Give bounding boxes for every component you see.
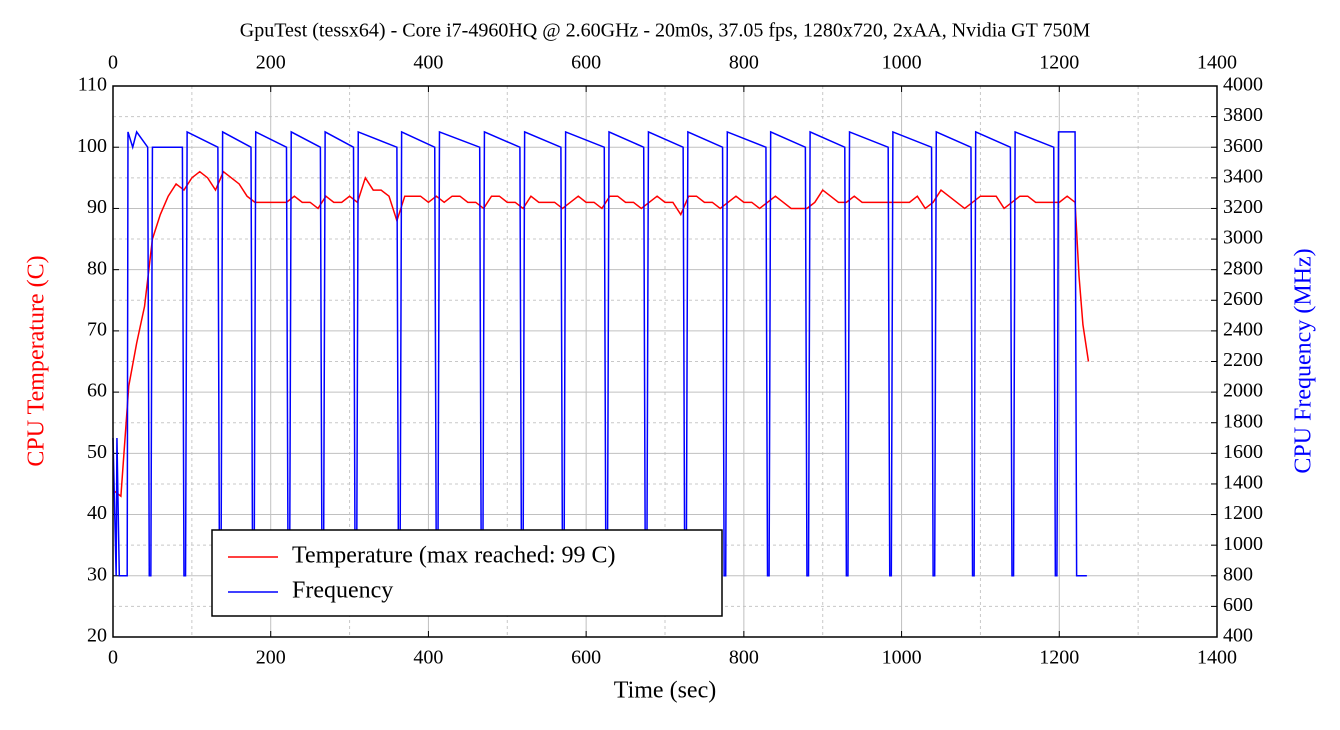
y2-tick-label: 3200 — [1223, 196, 1263, 218]
y2-tick-label: 2400 — [1223, 318, 1263, 340]
x-tick-label: 600 — [571, 647, 601, 669]
x-top-tick-label: 1000 — [882, 52, 922, 74]
x-top-tick-label: 800 — [729, 52, 759, 74]
legend-label: Temperature (max reached: 99 C) — [292, 543, 616, 569]
y2-tick-label: 2200 — [1223, 349, 1263, 371]
x-top-tick-label: 400 — [413, 52, 443, 74]
y-tick-label: 60 — [87, 380, 107, 402]
x-top-tick-label: 200 — [256, 52, 286, 74]
legend-label: Frequency — [292, 578, 393, 604]
x-tick-label: 400 — [413, 647, 443, 669]
y-tick-label: 20 — [87, 625, 107, 647]
y-tick-label: 90 — [87, 196, 107, 218]
y-tick-label: 70 — [87, 318, 107, 340]
x-tick-label: 1400 — [1197, 647, 1237, 669]
y2-axis-label: CPU Frequency (MHz) — [1291, 248, 1317, 473]
y2-tick-label: 3600 — [1223, 135, 1263, 157]
x-tick-label: 800 — [729, 647, 759, 669]
y-tick-label: 110 — [78, 74, 107, 96]
plot-frame — [112, 85, 1218, 638]
legend-box — [211, 529, 723, 617]
y2-tick-label: 3400 — [1223, 165, 1263, 187]
y2-tick-label: 800 — [1223, 563, 1253, 585]
y2-tick-label: 1600 — [1223, 441, 1263, 463]
x-axis-label: Time (sec) — [614, 678, 716, 704]
y2-tick-label: 2000 — [1223, 380, 1263, 402]
y2-tick-label: 1200 — [1223, 502, 1263, 524]
x-top-tick-label: 0 — [108, 52, 118, 74]
x-top-tick-label: 1400 — [1197, 52, 1237, 74]
x-tick-label: 1000 — [882, 647, 922, 669]
x-tick-label: 1200 — [1039, 647, 1079, 669]
y-tick-label: 50 — [87, 441, 107, 463]
x-top-tick-label: 600 — [571, 52, 601, 74]
y2-tick-label: 1400 — [1223, 472, 1263, 494]
data-line — [112, 170, 1090, 498]
y2-tick-label: 1000 — [1223, 533, 1263, 555]
y2-tick-label: 400 — [1223, 625, 1253, 647]
y-tick-label: 40 — [87, 502, 107, 524]
x-tick-label: 200 — [256, 647, 286, 669]
chart-title: GpuTest (tessx64) - Core i7-4960HQ @ 2.6… — [240, 20, 1091, 42]
y-axis-label: CPU Temperature (C) — [24, 255, 50, 466]
data-line — [112, 130, 1087, 577]
y2-tick-label: 600 — [1223, 594, 1253, 616]
y2-tick-label: 4000 — [1223, 74, 1263, 96]
x-tick-label: 0 — [108, 647, 118, 669]
y2-tick-label: 3800 — [1223, 104, 1263, 126]
y-tick-label: 30 — [87, 563, 107, 585]
y2-tick-label: 2600 — [1223, 288, 1263, 310]
x-top-tick-label: 1200 — [1039, 52, 1079, 74]
y2-tick-label: 3000 — [1223, 227, 1263, 249]
y-tick-label: 80 — [87, 257, 107, 279]
y2-tick-label: 1800 — [1223, 410, 1263, 432]
y-tick-label: 100 — [77, 135, 107, 157]
y2-tick-label: 2800 — [1223, 257, 1263, 279]
